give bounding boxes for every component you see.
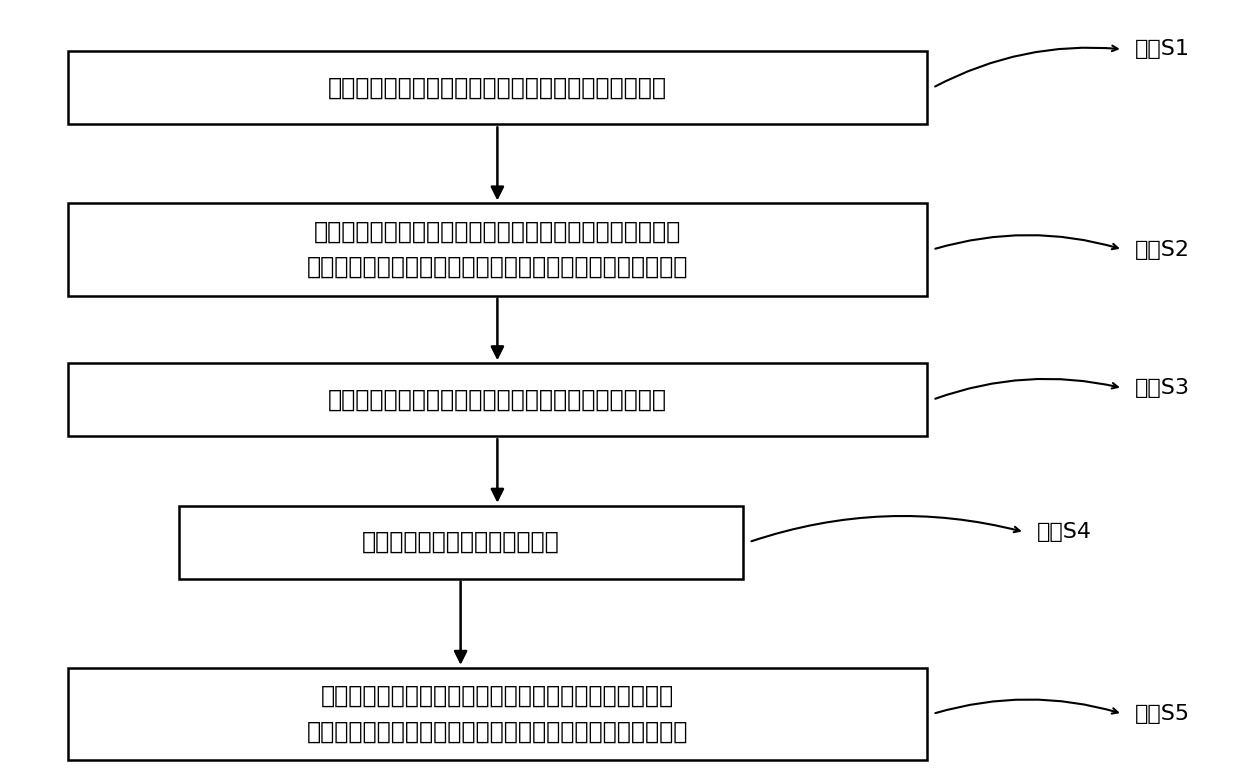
- Text: 解除对弹性连接件的压缩以及对内壳侧本体的悬挂固定，
并且完成弹性连接件中内壳侧本体与内层安全壳的连接固定。: 解除对弹性连接件的压缩以及对内壳侧本体的悬挂固定， 并且完成弹性连接件中内壳侧本…: [306, 684, 688, 743]
- Text: 步骤S1: 步骤S1: [1135, 39, 1190, 60]
- Text: 将弹性连接件的内壳侧本体悬挂固定在外层安全壳上。: 将弹性连接件的内壳侧本体悬挂固定在外层安全壳上。: [327, 388, 667, 412]
- Text: 对运输至施工现场的弹性连接件进行轴向的压缩固定。: 对运输至施工现场的弹性连接件进行轴向的压缩固定。: [327, 76, 667, 100]
- Text: 将压缩后的弹性连接件引入内层安全壳和外层安全壳之间，
并且完成弹性连接件中外壳侧本体与外层安全壳的连接固定。: 将压缩后的弹性连接件引入内层安全壳和外层安全壳之间， 并且完成弹性连接件中外壳侧…: [306, 220, 688, 279]
- Bar: [68, 668, 926, 760]
- Bar: [68, 51, 926, 125]
- Bar: [68, 203, 926, 296]
- Text: 步骤S2: 步骤S2: [1135, 240, 1190, 260]
- Text: 进行内层安全壳的预应力处理。: 进行内层安全壳的预应力处理。: [362, 530, 559, 554]
- Text: 步骤S3: 步骤S3: [1135, 378, 1190, 398]
- Bar: [68, 363, 926, 436]
- Bar: [179, 506, 743, 579]
- Text: 步骤S4: 步骤S4: [1037, 522, 1092, 543]
- Text: 步骤S5: 步骤S5: [1135, 704, 1190, 724]
